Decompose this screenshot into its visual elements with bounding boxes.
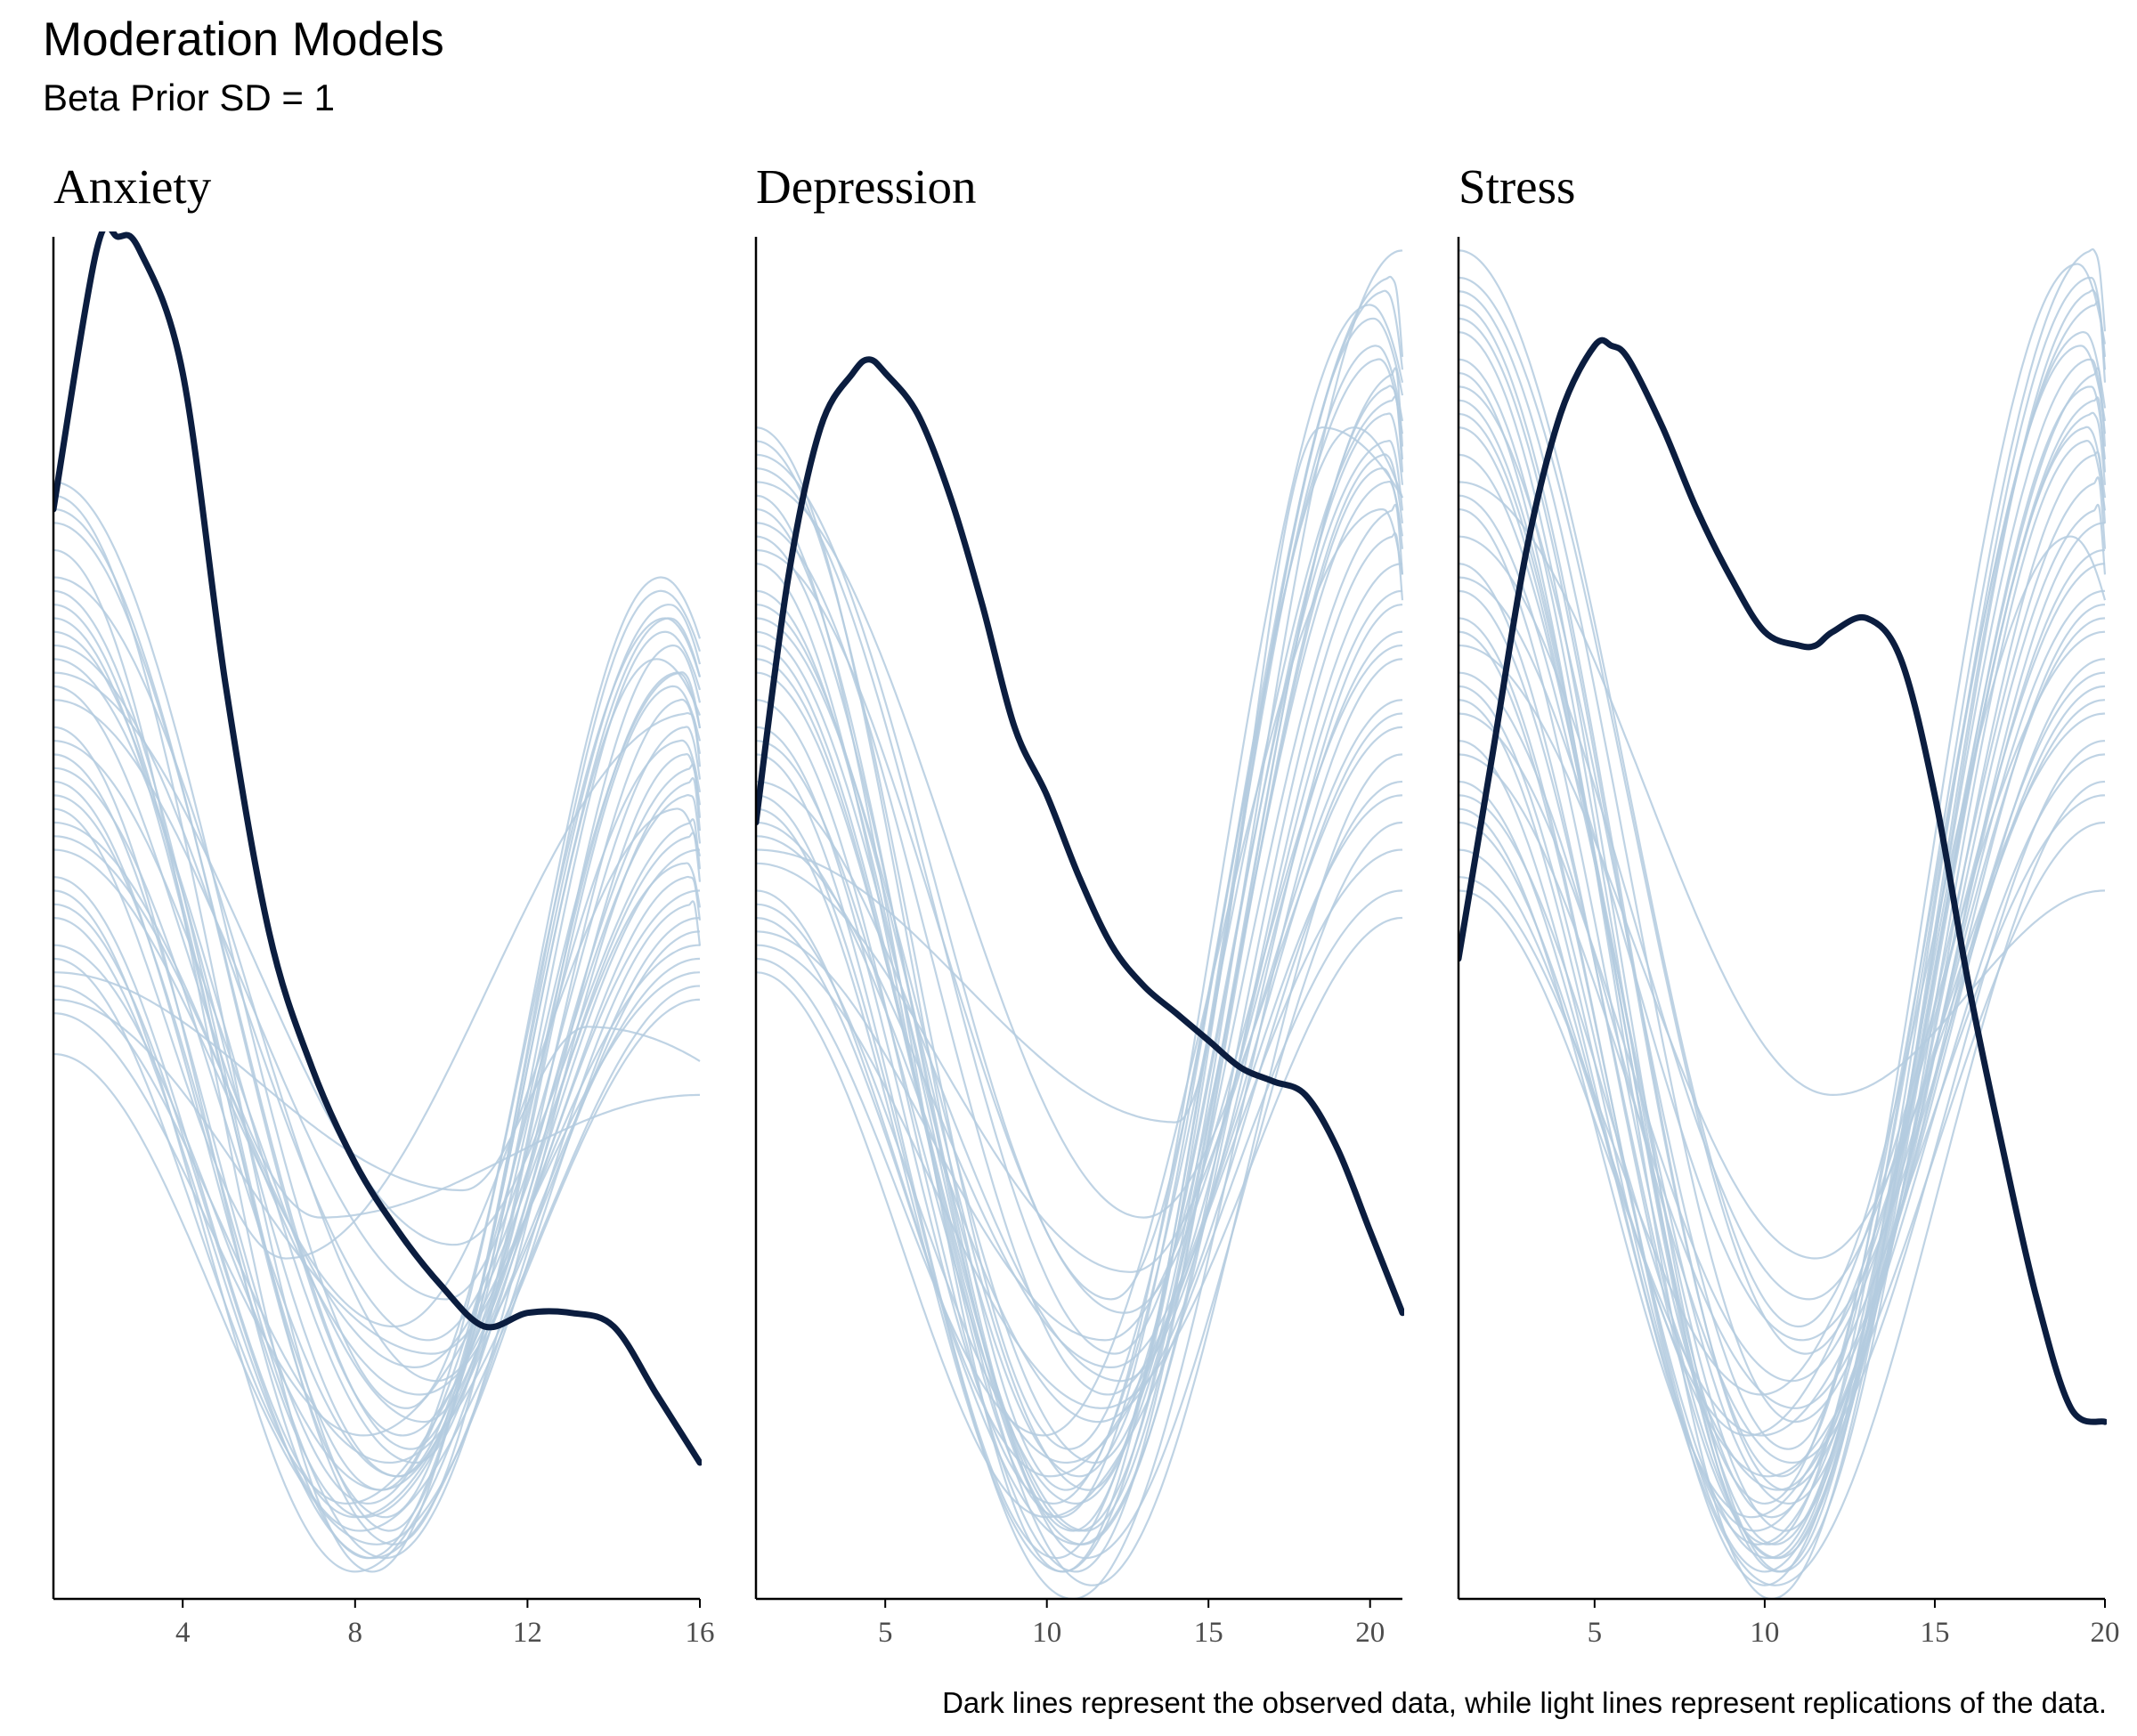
replication-line	[756, 563, 1403, 1545]
replication-line	[756, 453, 1404, 1573]
replication-line	[1459, 589, 2106, 1545]
replication-line	[53, 576, 702, 1383]
x-tick-label: 10	[1032, 1617, 1061, 1649]
replication-line	[1459, 821, 2106, 1478]
x-tick-label: 15	[1920, 1617, 1949, 1649]
replication-line	[53, 739, 702, 1505]
replication-line	[53, 671, 702, 1478]
replication-line	[756, 712, 1403, 1369]
replication-line	[756, 604, 1403, 1383]
replication-line	[1459, 503, 2107, 1573]
replication-line	[756, 304, 1404, 1491]
observed-line	[756, 356, 1404, 1317]
replication-line	[53, 604, 702, 1519]
replication-line	[756, 780, 1403, 1424]
replication-line	[756, 535, 1403, 1560]
replication-line	[756, 426, 1403, 1124]
replication-line	[1459, 671, 2106, 1464]
replication-line	[756, 889, 1403, 1519]
replication-line	[756, 289, 1404, 1573]
replication-line	[1459, 450, 2107, 1505]
replication-line	[756, 503, 1404, 1505]
x-tick-label: 10	[1750, 1617, 1779, 1649]
x-tick-label: 5	[1588, 1617, 1603, 1649]
x-tick-label: 5	[878, 1617, 893, 1649]
replication-line	[53, 971, 701, 1192]
replication-line	[1459, 548, 2106, 1491]
x-tick-label: 20	[1355, 1617, 1385, 1649]
replication-line	[53, 875, 702, 1355]
observed-line	[1459, 337, 2107, 1425]
replication-line	[53, 481, 702, 1409]
replication-line	[53, 835, 702, 1369]
replication-line	[756, 317, 1404, 1491]
chart-caption: Dark lines represent the observed data, …	[942, 1686, 2107, 1719]
replication-line	[1459, 345, 2107, 1450]
replication-line	[1459, 630, 2106, 1396]
replication-line	[53, 900, 702, 1560]
replication-line	[53, 644, 702, 1342]
chart-title: Moderation Models	[43, 13, 444, 66]
x-tick-label: 15	[1194, 1617, 1223, 1649]
replication-line	[1459, 263, 2107, 1478]
replication-line	[756, 548, 1403, 1314]
replication-line	[756, 395, 1404, 1505]
replication-line	[53, 916, 701, 1532]
plot-area	[1459, 247, 2107, 1599]
chart-subtitle: Beta Prior SD = 1	[43, 77, 335, 118]
replication-line	[53, 916, 701, 1545]
replication-line	[53, 548, 702, 1573]
replication-line	[1459, 753, 2106, 1519]
replication-line	[1459, 276, 2107, 1355]
panel-stress: Stress 5 10 15 20	[1457, 159, 2120, 1649]
panel-title-stress: Stress	[1459, 159, 1575, 214]
x-tick-label: 20	[2091, 1617, 2120, 1649]
replication-line	[53, 985, 701, 1464]
replication-line	[1459, 671, 2106, 1532]
replication-line	[756, 699, 1403, 1273]
replication-line	[1459, 358, 2107, 1545]
replication-line	[756, 467, 1404, 1355]
replication-line	[756, 385, 1404, 1532]
x-tick-label: 16	[686, 1617, 715, 1649]
replication-line	[756, 522, 1403, 1396]
replication-line	[1459, 617, 2106, 1383]
plot-area	[53, 231, 702, 1573]
replication-line	[756, 658, 1403, 1586]
replication-line	[53, 685, 701, 1219]
replication-line	[1459, 411, 2107, 1560]
x-tick-label: 4	[175, 1617, 191, 1649]
plot-area	[756, 249, 1404, 1599]
replication-line	[1459, 794, 2106, 1437]
replication-line	[1459, 247, 2107, 1545]
panel-anxiety: Anxiety 4 8 12 16	[52, 159, 715, 1649]
replication-line	[1459, 385, 2107, 1560]
replication-line	[53, 671, 702, 1246]
replication-line	[1459, 290, 2106, 1424]
replication-line	[1459, 576, 2106, 1342]
panel-title-depression: Depression	[756, 159, 976, 214]
replication-line	[756, 412, 1404, 1478]
replication-line	[756, 794, 1403, 1464]
replication-line	[53, 522, 702, 1450]
replication-line	[1459, 658, 2106, 1409]
replication-line	[756, 531, 1404, 1545]
x-tick-label: 8	[348, 1617, 363, 1649]
replication-line	[53, 848, 701, 1573]
replication-line	[53, 589, 702, 1545]
replication-line	[756, 644, 1403, 1342]
replication-line	[1459, 288, 2107, 1532]
replication-line	[1459, 481, 2106, 1096]
panel-title-anxiety: Anxiety	[53, 159, 212, 214]
replication-line	[53, 807, 702, 1328]
observed-line	[53, 231, 702, 1466]
replication-line	[53, 971, 701, 1437]
replication-line	[756, 916, 1403, 1409]
replication-line	[53, 944, 701, 1505]
replication-line	[53, 831, 702, 1491]
x-tick-label: 12	[513, 1617, 542, 1649]
panel-depression: Depression 5 10 15 20	[754, 159, 1404, 1649]
replication-line	[756, 848, 1403, 1478]
